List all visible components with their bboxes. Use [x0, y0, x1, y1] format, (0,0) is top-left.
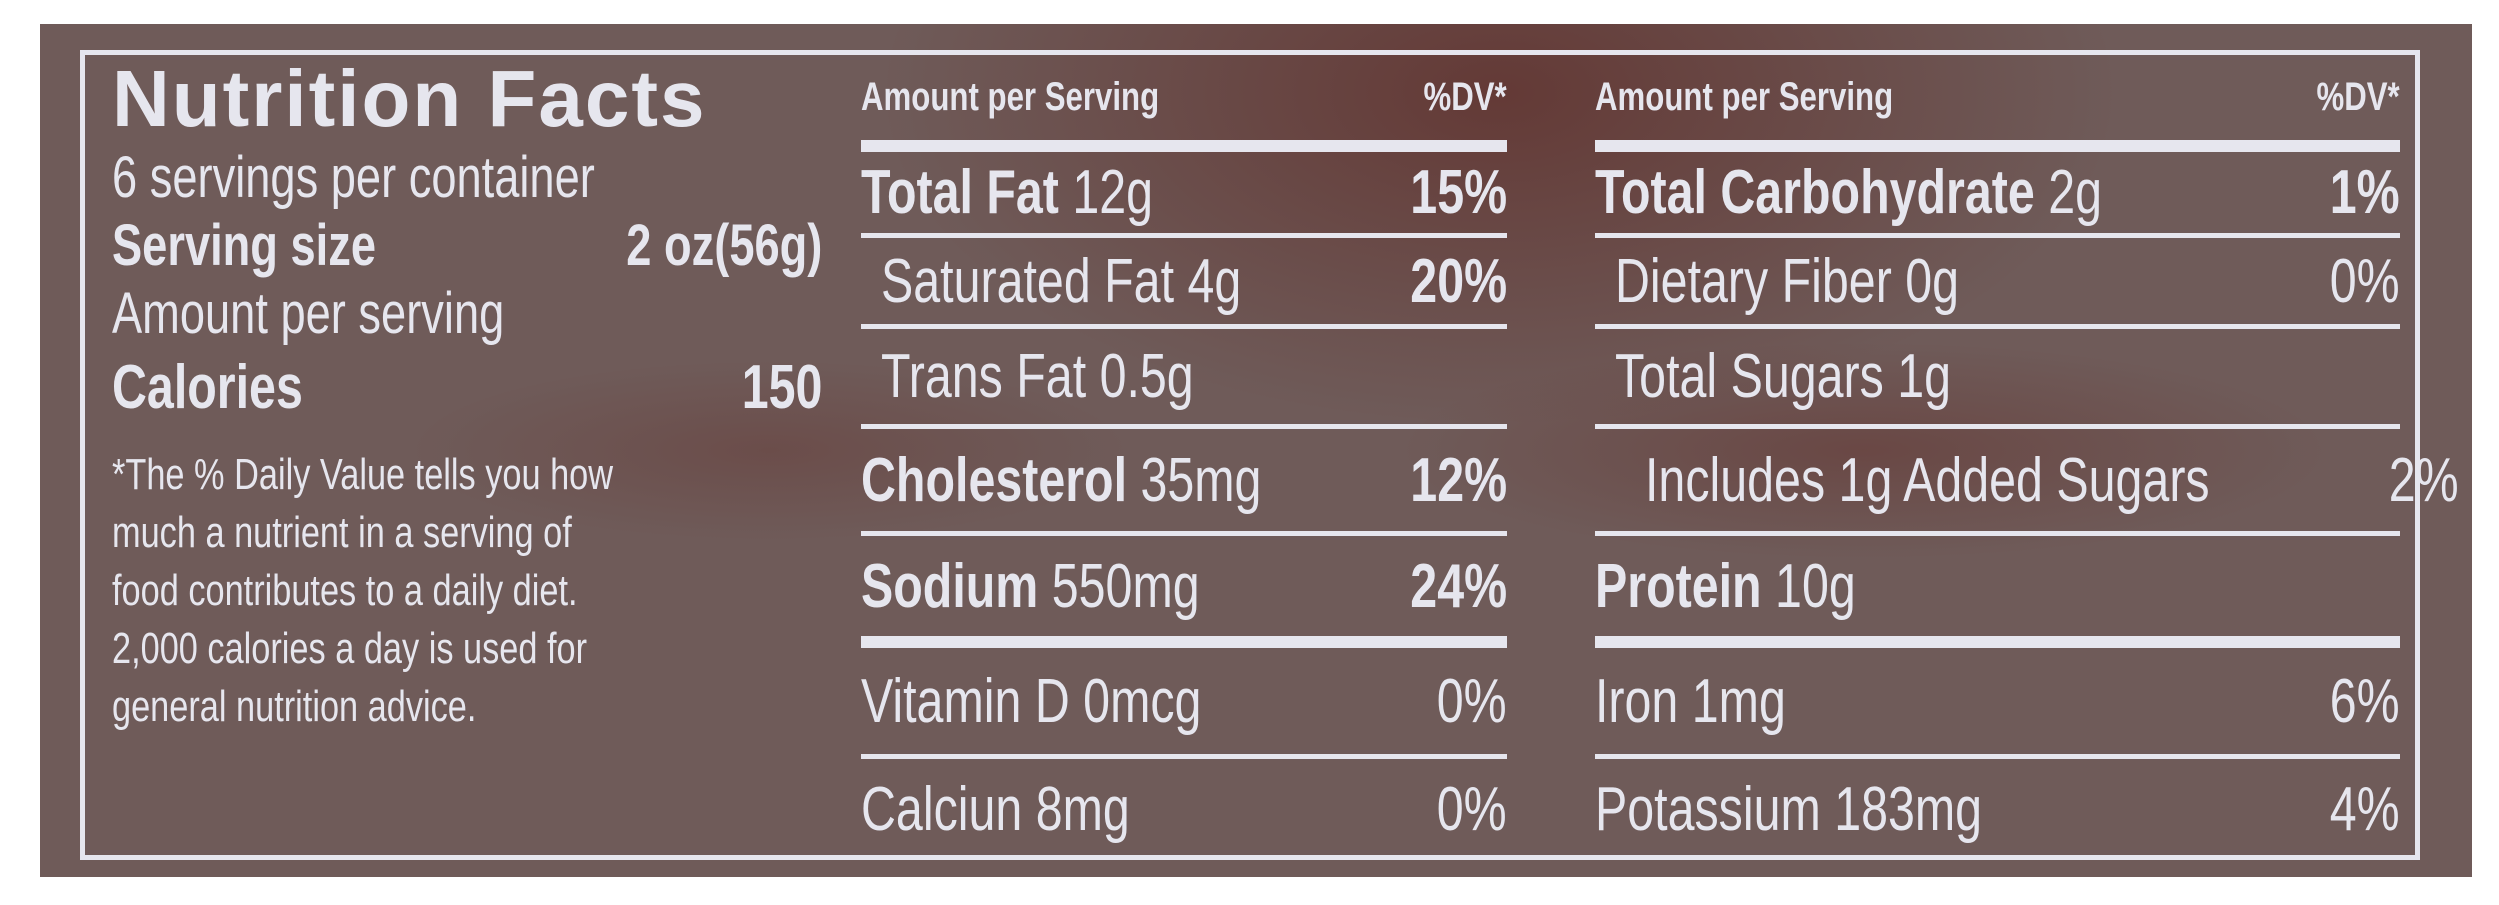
calories-value: 150 — [741, 353, 822, 422]
nutrient-row: Iron 1mg 6% — [1595, 648, 2400, 759]
nutrient-row: Dietary Fiber 0g 0% — [1595, 238, 2400, 329]
label-photo — [40, 24, 2472, 877]
nutrient-row: Includes 1g Added Sugars 2% — [1595, 429, 2458, 536]
table-header: Amount per Serving %DV* — [861, 54, 1507, 152]
nutrient-row: Saturated Fat 4g 20% — [861, 238, 1507, 329]
nutrient-row: Total Carbohydrate 2g 1% — [1595, 152, 2400, 238]
servings-per-container: 6 servings per container — [112, 145, 595, 210]
label-border — [80, 50, 2420, 860]
footnote-line: *The % Daily Value tells you how — [112, 450, 614, 499]
serving-size-value: 2 oz(56g) — [625, 213, 822, 278]
footnote: *The % Daily Value tells you how much a … — [112, 446, 822, 736]
amount-per-serving: Amount per serving — [112, 281, 505, 346]
footnote-line: general nutrition advice. — [112, 682, 477, 731]
nutrient-row: Calciun 8mg 0% — [861, 774, 1507, 844]
nutrient-row: Sodium 550mg 24% — [861, 536, 1507, 648]
calories-label: Calories — [112, 353, 303, 422]
nutrient-row: Potassium 183mg 4% — [1595, 774, 2400, 844]
serving-size-label: Serving size — [112, 213, 377, 278]
table-header: Amount per Serving %DV* — [1595, 54, 2400, 152]
label-title: Nutrition Facts — [112, 54, 707, 143]
nutrient-row: Vitamin D 0mcg 0% — [861, 648, 1507, 759]
footnote-line: much a nutrient in a serving of — [112, 508, 572, 557]
summary-panel: Nutrition Facts 6 servings per container… — [112, 54, 822, 736]
nutrient-row: Total Sugars 1g — [1595, 329, 2400, 429]
nutrient-row: Trans Fat 0.5g — [861, 329, 1507, 429]
nutrient-row: Protein 10g — [1595, 536, 2400, 648]
footnote-line: food contributes to a daily diet. — [112, 566, 578, 615]
nutrient-row: Total Fat 12g 15% — [861, 152, 1507, 238]
footnote-line: 2,000 calories a day is used for — [112, 624, 588, 673]
nutrient-table-left: Amount per Serving %DV* Total Fat 12g 15% … — [861, 54, 1507, 859]
nutrient-table-right: Amount per Serving %DV* Total Carbohydrat… — [1595, 54, 2458, 859]
nutrient-row: Cholesterol 35mg 12% — [861, 429, 1507, 536]
